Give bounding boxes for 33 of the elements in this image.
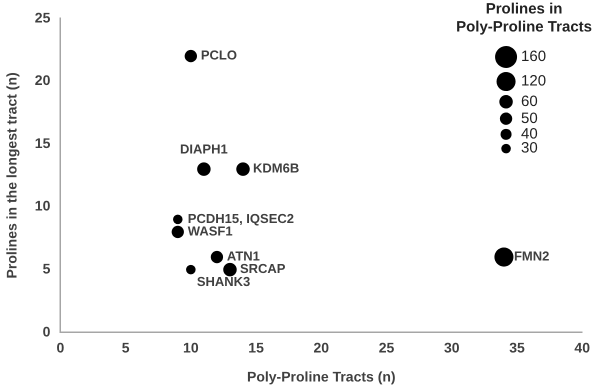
x-tick-label: 10	[183, 340, 199, 356]
y-tick-label: 20	[34, 72, 51, 88]
legend-label: 50	[521, 110, 538, 127]
annotation: SRCAP	[240, 261, 286, 276]
annotation: FMN2	[514, 248, 550, 264]
y-tick-label: 10	[34, 198, 51, 214]
y-tick-label: 0	[42, 323, 51, 340]
annotation: KDM6B	[253, 160, 300, 176]
legend-label: 160	[521, 48, 546, 66]
x-tick-label: 15	[248, 340, 264, 356]
x-tick-label: 20	[314, 340, 330, 356]
y-tick-label: 15	[34, 134, 51, 151]
x-axis-title: Poly-Proline Tracts (n)	[246, 368, 396, 384]
annotation: PCDH15, IQSEC2	[188, 210, 294, 226]
x-tick-label: 0	[56, 340, 64, 356]
y-tick-label: 25	[34, 9, 51, 26]
x-tick-label: 30	[444, 340, 460, 356]
x-tick-label: 25	[378, 340, 395, 356]
annotation: DIAPH1	[180, 142, 228, 157]
x-tick-label: 35	[509, 340, 525, 356]
x-tick-label: 5	[122, 340, 130, 356]
legend-label: 60	[521, 92, 538, 110]
legend-title: Prolines in Poly-Proline Tracts	[456, 0, 592, 36]
legend-label: 30	[521, 140, 538, 157]
annotation: WASF1	[188, 224, 233, 238]
legend-label: 120	[521, 72, 546, 90]
y-axis-title: Prolines in the longest tract (n)	[3, 72, 20, 278]
annotation: ATN1	[226, 248, 260, 264]
annotation: SHANK3	[196, 274, 250, 290]
legend-label: 40	[521, 125, 538, 142]
y-tick-label: 5	[42, 260, 51, 276]
annotation: PCLO	[200, 48, 237, 63]
x-tick-label: 40	[574, 340, 590, 356]
